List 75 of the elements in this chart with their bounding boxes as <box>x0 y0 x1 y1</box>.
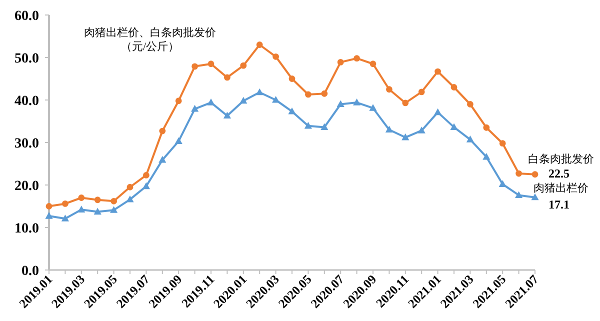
point <box>434 68 441 75</box>
point <box>240 96 248 104</box>
point <box>515 191 523 198</box>
point <box>175 98 182 104</box>
point <box>272 53 279 60</box>
point <box>385 126 393 133</box>
point <box>46 203 52 210</box>
point <box>321 90 328 97</box>
point <box>159 128 166 134</box>
point <box>158 156 166 163</box>
point <box>483 124 490 131</box>
point <box>192 63 198 70</box>
point <box>223 112 231 119</box>
point <box>45 212 53 219</box>
data-label: 22.5 <box>548 166 570 180</box>
point <box>418 88 425 96</box>
point <box>370 60 376 68</box>
point <box>337 58 344 66</box>
point <box>288 76 296 82</box>
point <box>78 206 86 212</box>
text: 肉猪出栏价、白条肉批发价 <box>84 26 216 39</box>
point <box>499 140 506 147</box>
point <box>126 195 134 202</box>
point <box>353 98 361 106</box>
series-label: 白条肉批发价 <box>528 153 594 166</box>
point <box>466 136 474 142</box>
point <box>450 84 458 90</box>
point <box>208 60 214 68</box>
point <box>240 62 247 69</box>
point <box>191 104 199 112</box>
series-label: 肉猪出栏价 <box>534 181 588 194</box>
point <box>94 196 101 204</box>
point <box>336 100 344 108</box>
point <box>94 208 102 215</box>
point <box>110 198 117 204</box>
point <box>272 96 280 103</box>
point <box>304 122 312 129</box>
point <box>142 182 150 190</box>
y-tick-label: 10.0 <box>14 222 39 236</box>
point <box>354 55 360 62</box>
y-tick-label: 60.0 <box>14 9 39 24</box>
point <box>418 126 426 134</box>
point <box>434 108 442 116</box>
point <box>288 107 296 114</box>
point <box>62 200 68 207</box>
y-tick-label: 50.0 <box>14 52 39 66</box>
point <box>143 172 150 178</box>
point <box>450 123 458 130</box>
point <box>516 170 522 177</box>
y-tick-label: 30.0 <box>14 136 39 152</box>
y-tick-label: 20.0 <box>14 179 39 194</box>
point <box>531 193 539 200</box>
y-tick-label: 0.0 <box>22 264 39 279</box>
point <box>174 137 182 144</box>
data-label: 17.1 <box>548 197 570 212</box>
point <box>532 171 538 178</box>
point <box>61 214 69 222</box>
point <box>256 42 263 48</box>
point <box>126 184 134 190</box>
point <box>78 194 85 201</box>
point <box>498 180 506 187</box>
point <box>402 133 410 140</box>
point <box>256 88 264 96</box>
point <box>369 104 377 111</box>
point <box>402 100 409 106</box>
point <box>386 86 392 93</box>
y-tick-label: 40.0 <box>14 94 39 109</box>
point <box>305 91 312 98</box>
point <box>207 98 215 106</box>
text: （元/公斤） <box>120 40 180 53</box>
point <box>467 101 474 108</box>
point <box>320 123 328 130</box>
point <box>110 206 118 213</box>
point <box>482 152 490 160</box>
point <box>224 74 230 81</box>
